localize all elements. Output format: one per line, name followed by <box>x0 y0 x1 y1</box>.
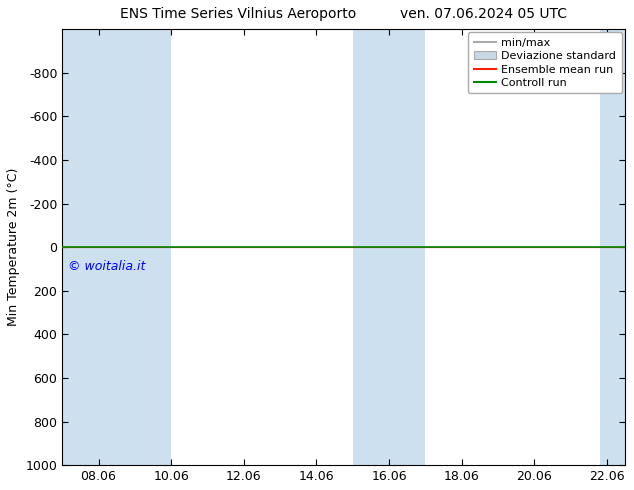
Legend: min/max, Deviazione standard, Ensemble mean run, Controll run: min/max, Deviazione standard, Ensemble m… <box>468 32 622 94</box>
Bar <box>62 29 171 465</box>
Bar <box>353 29 425 465</box>
Title: ENS Time Series Vilnius Aeroporto          ven. 07.06.2024 05 UTC: ENS Time Series Vilnius Aeroporto ven. 0… <box>120 7 567 21</box>
Text: © woitalia.it: © woitalia.it <box>68 260 145 273</box>
Y-axis label: Min Temperature 2m (°C): Min Temperature 2m (°C) <box>7 168 20 326</box>
Bar <box>600 29 625 465</box>
